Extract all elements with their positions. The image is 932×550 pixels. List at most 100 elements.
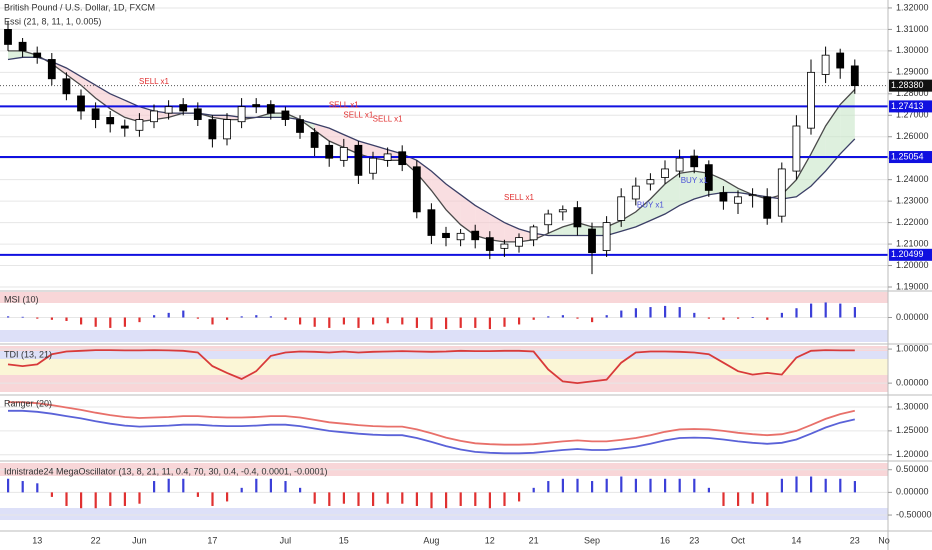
x-tick-label: 23 <box>689 535 699 545</box>
histogram-bar <box>138 492 141 504</box>
x-tick-label: Aug <box>423 535 439 545</box>
histogram-bar <box>591 481 594 493</box>
x-tick-label: No <box>878 535 890 545</box>
indicator-line <box>8 401 855 446</box>
histogram-bar <box>415 492 418 506</box>
histogram-bar <box>430 317 433 330</box>
y-tick-label: 0.00000 <box>896 378 929 388</box>
histogram-bar <box>328 492 331 506</box>
x-tick-label: Sep <box>584 535 600 545</box>
indicator-line <box>8 409 855 455</box>
histogram-bar <box>459 317 462 328</box>
histogram-bar <box>445 317 448 330</box>
histogram-bar <box>751 317 754 318</box>
histogram-bar <box>372 317 375 325</box>
candle-body <box>850 65 859 87</box>
histogram-bar <box>780 312 783 318</box>
y-tick-label: 1.20000 <box>896 449 929 459</box>
histogram-bar <box>36 483 39 493</box>
histogram-bar <box>299 317 302 325</box>
y-tick-label: 1.25000 <box>896 425 929 435</box>
indicator-line <box>7 349 855 385</box>
histogram-bar <box>386 492 389 504</box>
histogram-bar <box>240 487 243 493</box>
histogram-bar <box>459 492 462 506</box>
candle-body <box>456 232 465 241</box>
candle-body <box>18 41 27 52</box>
candle-body <box>427 209 436 236</box>
histogram-bar <box>196 492 199 497</box>
histogram-bar <box>50 492 53 497</box>
histogram-bar <box>634 308 637 318</box>
histogram-bar <box>620 476 623 493</box>
y-tick-label: 1.26000 <box>896 131 929 141</box>
tdi-top-band <box>0 346 888 351</box>
histogram-bar <box>795 476 798 493</box>
grid-layer <box>0 7 888 516</box>
candle-body <box>734 196 742 204</box>
histogram-bar <box>226 317 229 320</box>
candle-body <box>675 157 684 172</box>
candle-body <box>106 117 115 125</box>
candle-body <box>631 185 640 200</box>
y-tick-label: 1.22000 <box>896 217 929 227</box>
candle-body <box>573 207 582 228</box>
histogram-bar <box>7 478 10 493</box>
overbought-band <box>0 292 888 303</box>
histogram-bar <box>94 492 97 509</box>
level-label-box <box>889 151 932 164</box>
histogram-bar <box>109 317 112 328</box>
axis-layer: 1.19000 1.20000 1.21000 1.22000 1.23000 1.240… <box>32 2 932 545</box>
oversold-band <box>0 330 888 342</box>
last-price-box <box>889 79 932 92</box>
candle-body <box>617 196 626 221</box>
histogram-bar <box>50 317 53 320</box>
histogram-bar <box>313 317 316 327</box>
histogram-bar <box>532 487 535 493</box>
y-tick-label: 1.19000 <box>896 281 929 291</box>
histogram-bar <box>94 317 97 327</box>
panel-title: TDI (13, 21) <box>4 349 52 359</box>
histogram-bar <box>693 478 696 493</box>
histogram-bar <box>561 478 564 493</box>
histogram-bar <box>824 302 827 318</box>
signal-label: BUY x1 <box>681 176 709 185</box>
histogram-bar <box>737 317 740 319</box>
y-tick-label: 1.30000 <box>896 45 929 55</box>
x-tick-label: 16 <box>660 535 670 545</box>
histogram-bar <box>342 492 345 504</box>
x-tick-label: 12 <box>485 535 495 545</box>
histogram-bar <box>401 492 404 504</box>
histogram-bar <box>182 478 185 493</box>
y-tick-label: 0.00000 <box>896 312 929 322</box>
histogram-bar <box>678 478 681 493</box>
histogram-bar <box>722 317 725 320</box>
ma-cloud <box>635 198 651 227</box>
y-tick-label: 1.31000 <box>896 24 929 34</box>
histogram-bar <box>795 308 798 318</box>
ma-cloud <box>650 183 665 221</box>
candle-body <box>792 125 801 172</box>
candle-body <box>602 222 611 251</box>
candle-body <box>690 155 699 168</box>
candle-body <box>485 237 494 251</box>
chart-title: British Pound / U.S. Dollar, 1D, FXCM <box>4 2 155 12</box>
histogram-bar <box>313 492 316 504</box>
histogram-bar <box>503 492 506 506</box>
histogram-bar <box>328 317 331 328</box>
histogram-bar <box>839 303 842 318</box>
histogram-bar <box>211 317 214 325</box>
signal-label: SELL x1 <box>139 77 169 86</box>
candle-body <box>179 104 188 112</box>
candle-body <box>442 232 450 239</box>
histogram-bar <box>810 303 813 318</box>
histogram-bar <box>488 492 491 509</box>
signal-label: SELL x1 <box>504 193 534 202</box>
x-tick-label: 15 <box>339 535 349 545</box>
indicator-title: Essi (21, 8, 11, 1, 0.005) <box>4 16 101 26</box>
histogram-bar <box>226 492 229 502</box>
histogram-bar <box>65 317 68 321</box>
ma-cloud <box>460 194 476 236</box>
